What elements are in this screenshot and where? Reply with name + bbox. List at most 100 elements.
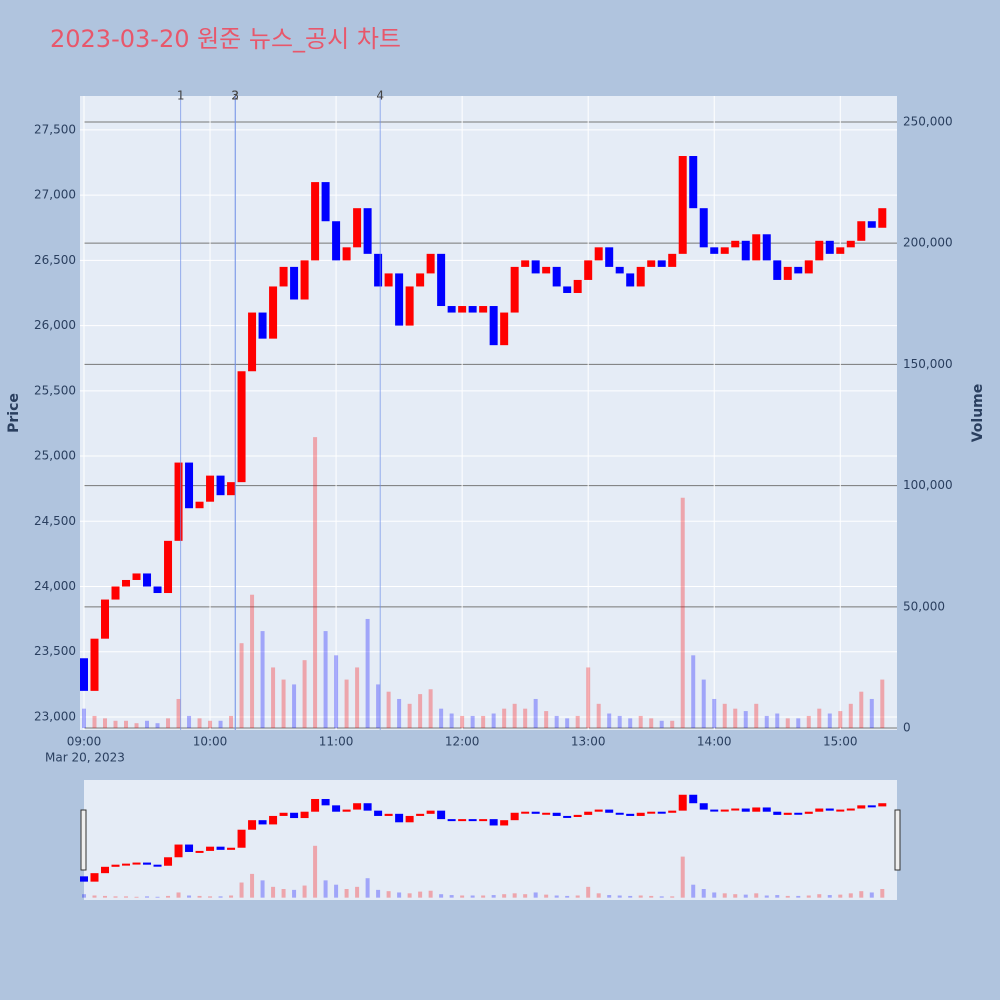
mini-candle (500, 820, 509, 826)
candle (279, 266, 288, 287)
volume-bar (817, 708, 822, 729)
volume-bar (449, 713, 454, 729)
candle (594, 247, 603, 261)
mini-candle (636, 812, 645, 816)
candle (573, 279, 582, 293)
mini-candle (363, 803, 372, 811)
mini-volume-bar (659, 896, 664, 898)
mini-volume-bar (124, 896, 129, 898)
mini-volume-bar (103, 895, 108, 898)
y2-axis-title: Volume (970, 384, 986, 443)
volume-bar (460, 715, 465, 729)
mini-volume-bar (512, 893, 517, 898)
y-tick-label: 23,000 (34, 709, 76, 723)
mini-volume-bar (565, 895, 570, 898)
mini-candle (416, 813, 425, 816)
plot-area (80, 96, 897, 730)
mini-volume-bar (827, 895, 832, 898)
candle (143, 573, 152, 587)
candle (153, 586, 162, 594)
mini-volume-bar (491, 895, 496, 898)
mini-candle (468, 819, 477, 822)
candle (290, 266, 299, 300)
volume-bar (397, 698, 402, 729)
mini-candle (867, 805, 876, 808)
mini-volume-bar (733, 894, 738, 898)
volume-bar (166, 718, 171, 729)
volume-bar (743, 711, 748, 729)
mini-candle (174, 844, 183, 858)
mini-volume-bar (796, 895, 801, 898)
mini-candle (773, 811, 782, 815)
mini-volume-bar (355, 886, 360, 898)
slider-handle-left[interactable] (80, 809, 87, 871)
mini-volume-bar (743, 894, 748, 898)
mini-candle (90, 873, 99, 882)
mini-volume-bar (859, 891, 864, 898)
y2-tick-label: 250,000 (903, 114, 953, 128)
mini-candle (605, 809, 614, 813)
candle (195, 501, 204, 509)
mini-candle (741, 808, 750, 812)
news-marker-label: 4 (376, 89, 384, 103)
chart-title: 2023-03-20 원준 뉴스_공시 차트 (50, 25, 401, 53)
mini-volume-bar (712, 892, 717, 898)
mini-volume-bar (596, 893, 601, 898)
mini-volume-bar (176, 892, 181, 898)
y-axis-title: Price (6, 393, 22, 433)
mini-volume-bar (586, 886, 591, 898)
volume-bar (292, 684, 297, 729)
mini-volume-bar (218, 896, 223, 898)
volume-bar (880, 679, 885, 729)
mini-candle (521, 811, 530, 814)
mini-candle (678, 794, 687, 811)
volume-bar (691, 655, 696, 729)
volume-bar (271, 667, 276, 729)
volume-bar (155, 723, 160, 729)
candle (615, 266, 624, 274)
candle (815, 240, 824, 261)
candle (132, 573, 141, 580)
mini-candle (752, 807, 761, 812)
candle (710, 247, 719, 254)
mini-candle (615, 812, 624, 815)
y-tick-label: 24,000 (34, 579, 76, 593)
candle (174, 462, 183, 541)
mini-candle (342, 809, 351, 812)
mini-volume-bar (407, 893, 412, 898)
mini-volume-bar (313, 845, 318, 898)
mini-volume-bar (281, 889, 286, 898)
volume-bar (323, 631, 328, 729)
x-tick-label: 14:00 (697, 735, 732, 749)
candle (237, 371, 246, 483)
volume-bar (376, 684, 381, 729)
mini-volume-bar (817, 894, 822, 898)
candle (164, 540, 173, 594)
mini-candle (153, 864, 162, 867)
mini-volume-bar (376, 889, 381, 898)
mini-volume-bar (544, 894, 549, 898)
mini-candle (447, 819, 456, 822)
volume-bar (134, 723, 139, 729)
x-tick-label: 13:00 (571, 735, 606, 749)
mini-volume-bar (145, 896, 150, 898)
candle (584, 260, 593, 280)
mini-volume-bar (208, 896, 213, 898)
mini-candle (794, 812, 803, 815)
mini-volume-bar (334, 884, 339, 898)
mini-volume-bar (271, 886, 276, 898)
candle (468, 306, 477, 313)
volume-bar (187, 715, 192, 729)
y-tick-label: 26,000 (34, 318, 76, 332)
mini-volume-bar (82, 894, 86, 898)
mini-volume-bar (418, 891, 423, 898)
range-slider[interactable] (84, 780, 897, 900)
volume-bar (176, 698, 181, 729)
mini-volume-bar (775, 895, 780, 898)
mini-candle (720, 809, 729, 812)
x-tick-label: 11:00 (319, 735, 354, 749)
mini-candle (143, 862, 152, 865)
slider-handle-right[interactable] (894, 809, 901, 871)
candle (563, 286, 572, 293)
mini-candle (815, 808, 824, 812)
